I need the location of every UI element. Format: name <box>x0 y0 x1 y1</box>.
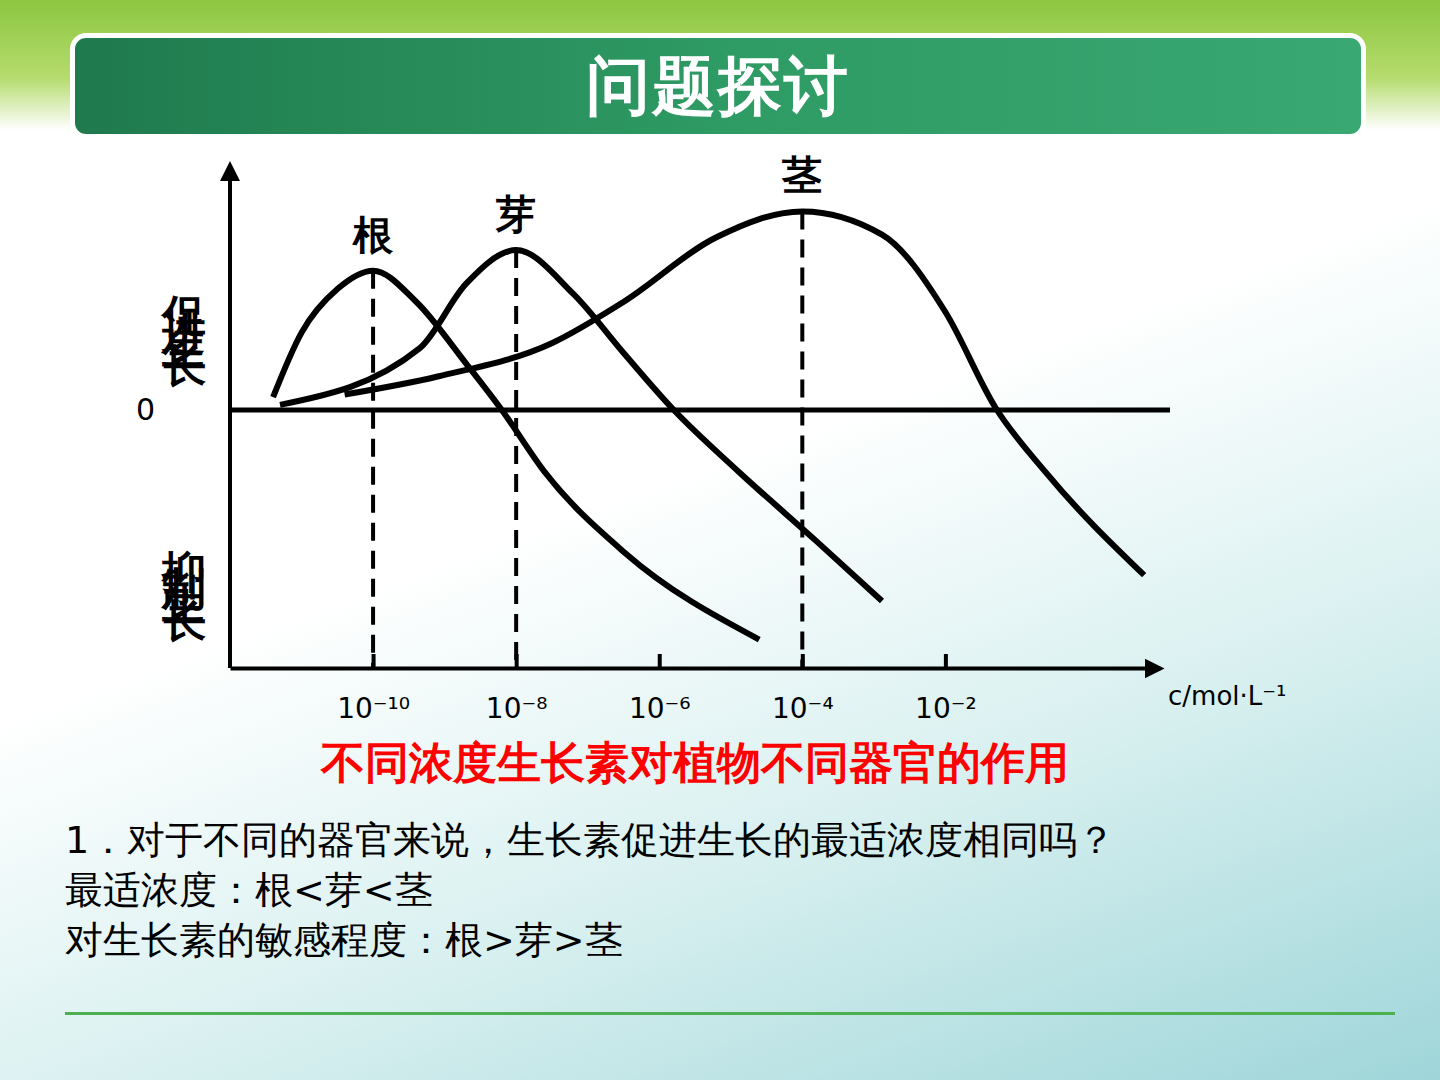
x-axis-title: c/mol·L⁻¹ <box>1168 681 1286 711</box>
peak-drop-line <box>514 250 518 668</box>
note-line: 最适浓度：根<芽<茎 <box>65 865 1385 915</box>
y-axis: 0 <box>136 165 230 668</box>
note-line: 对生长素的敏感程度：根>芽>茎 <box>65 915 1385 965</box>
series-label: 芽 <box>495 191 536 237</box>
y-tick-label: 0 <box>136 392 155 427</box>
x-tick-label: 10⁻⁴ <box>772 692 834 725</box>
chart-title: 不同浓度生长素对植物不同器官的作用 <box>320 737 1069 788</box>
note-line: 1．对于不同的器官来说，生长素促进生长的最适浓度相同吗？ <box>65 815 1385 865</box>
x-axis: 10⁻¹⁰ 10⁻⁸ 10⁻⁶ 10⁻⁴ 10⁻² <box>231 654 1161 725</box>
y-axis-line <box>228 165 232 668</box>
grid-line <box>230 408 1170 413</box>
grid <box>230 410 1170 411</box>
x-axis-line <box>231 667 1161 671</box>
x-tick-mark <box>944 654 948 668</box>
title-banner: 问题探讨 <box>70 33 1366 139</box>
series-label: 根 <box>352 212 394 258</box>
x-tick: 10⁻⁸ <box>486 654 548 725</box>
x-tick: 10⁻² <box>915 654 977 725</box>
y-tick: 0 <box>136 392 230 427</box>
series-label: 茎 <box>781 152 822 198</box>
x-tick-mark <box>658 654 662 668</box>
y-axis-title-positive: 促进生长 <box>160 260 211 388</box>
x-tick: 10⁻⁶ <box>629 654 691 725</box>
x-tick-label: 10⁻⁶ <box>629 692 691 725</box>
series-line <box>280 250 882 601</box>
x-tick-label: 10⁻¹⁰ <box>337 692 410 725</box>
series-line <box>345 211 1145 575</box>
peak-drop-line <box>371 271 375 668</box>
y-axis-title-negative: 抑制生长 <box>160 515 211 643</box>
x-tick-label: 10⁻⁸ <box>486 692 548 725</box>
plot-area <box>273 211 1144 668</box>
slide-title: 问题探讨 <box>586 43 850 130</box>
notes: 1．对于不同的器官来说，生长素促进生长的最适浓度相同吗？最适浓度：根<芽<茎对生… <box>65 815 1385 965</box>
divider <box>65 1012 1395 1015</box>
x-tick-label: 10⁻² <box>915 692 977 725</box>
peak-drop-line <box>800 211 804 668</box>
